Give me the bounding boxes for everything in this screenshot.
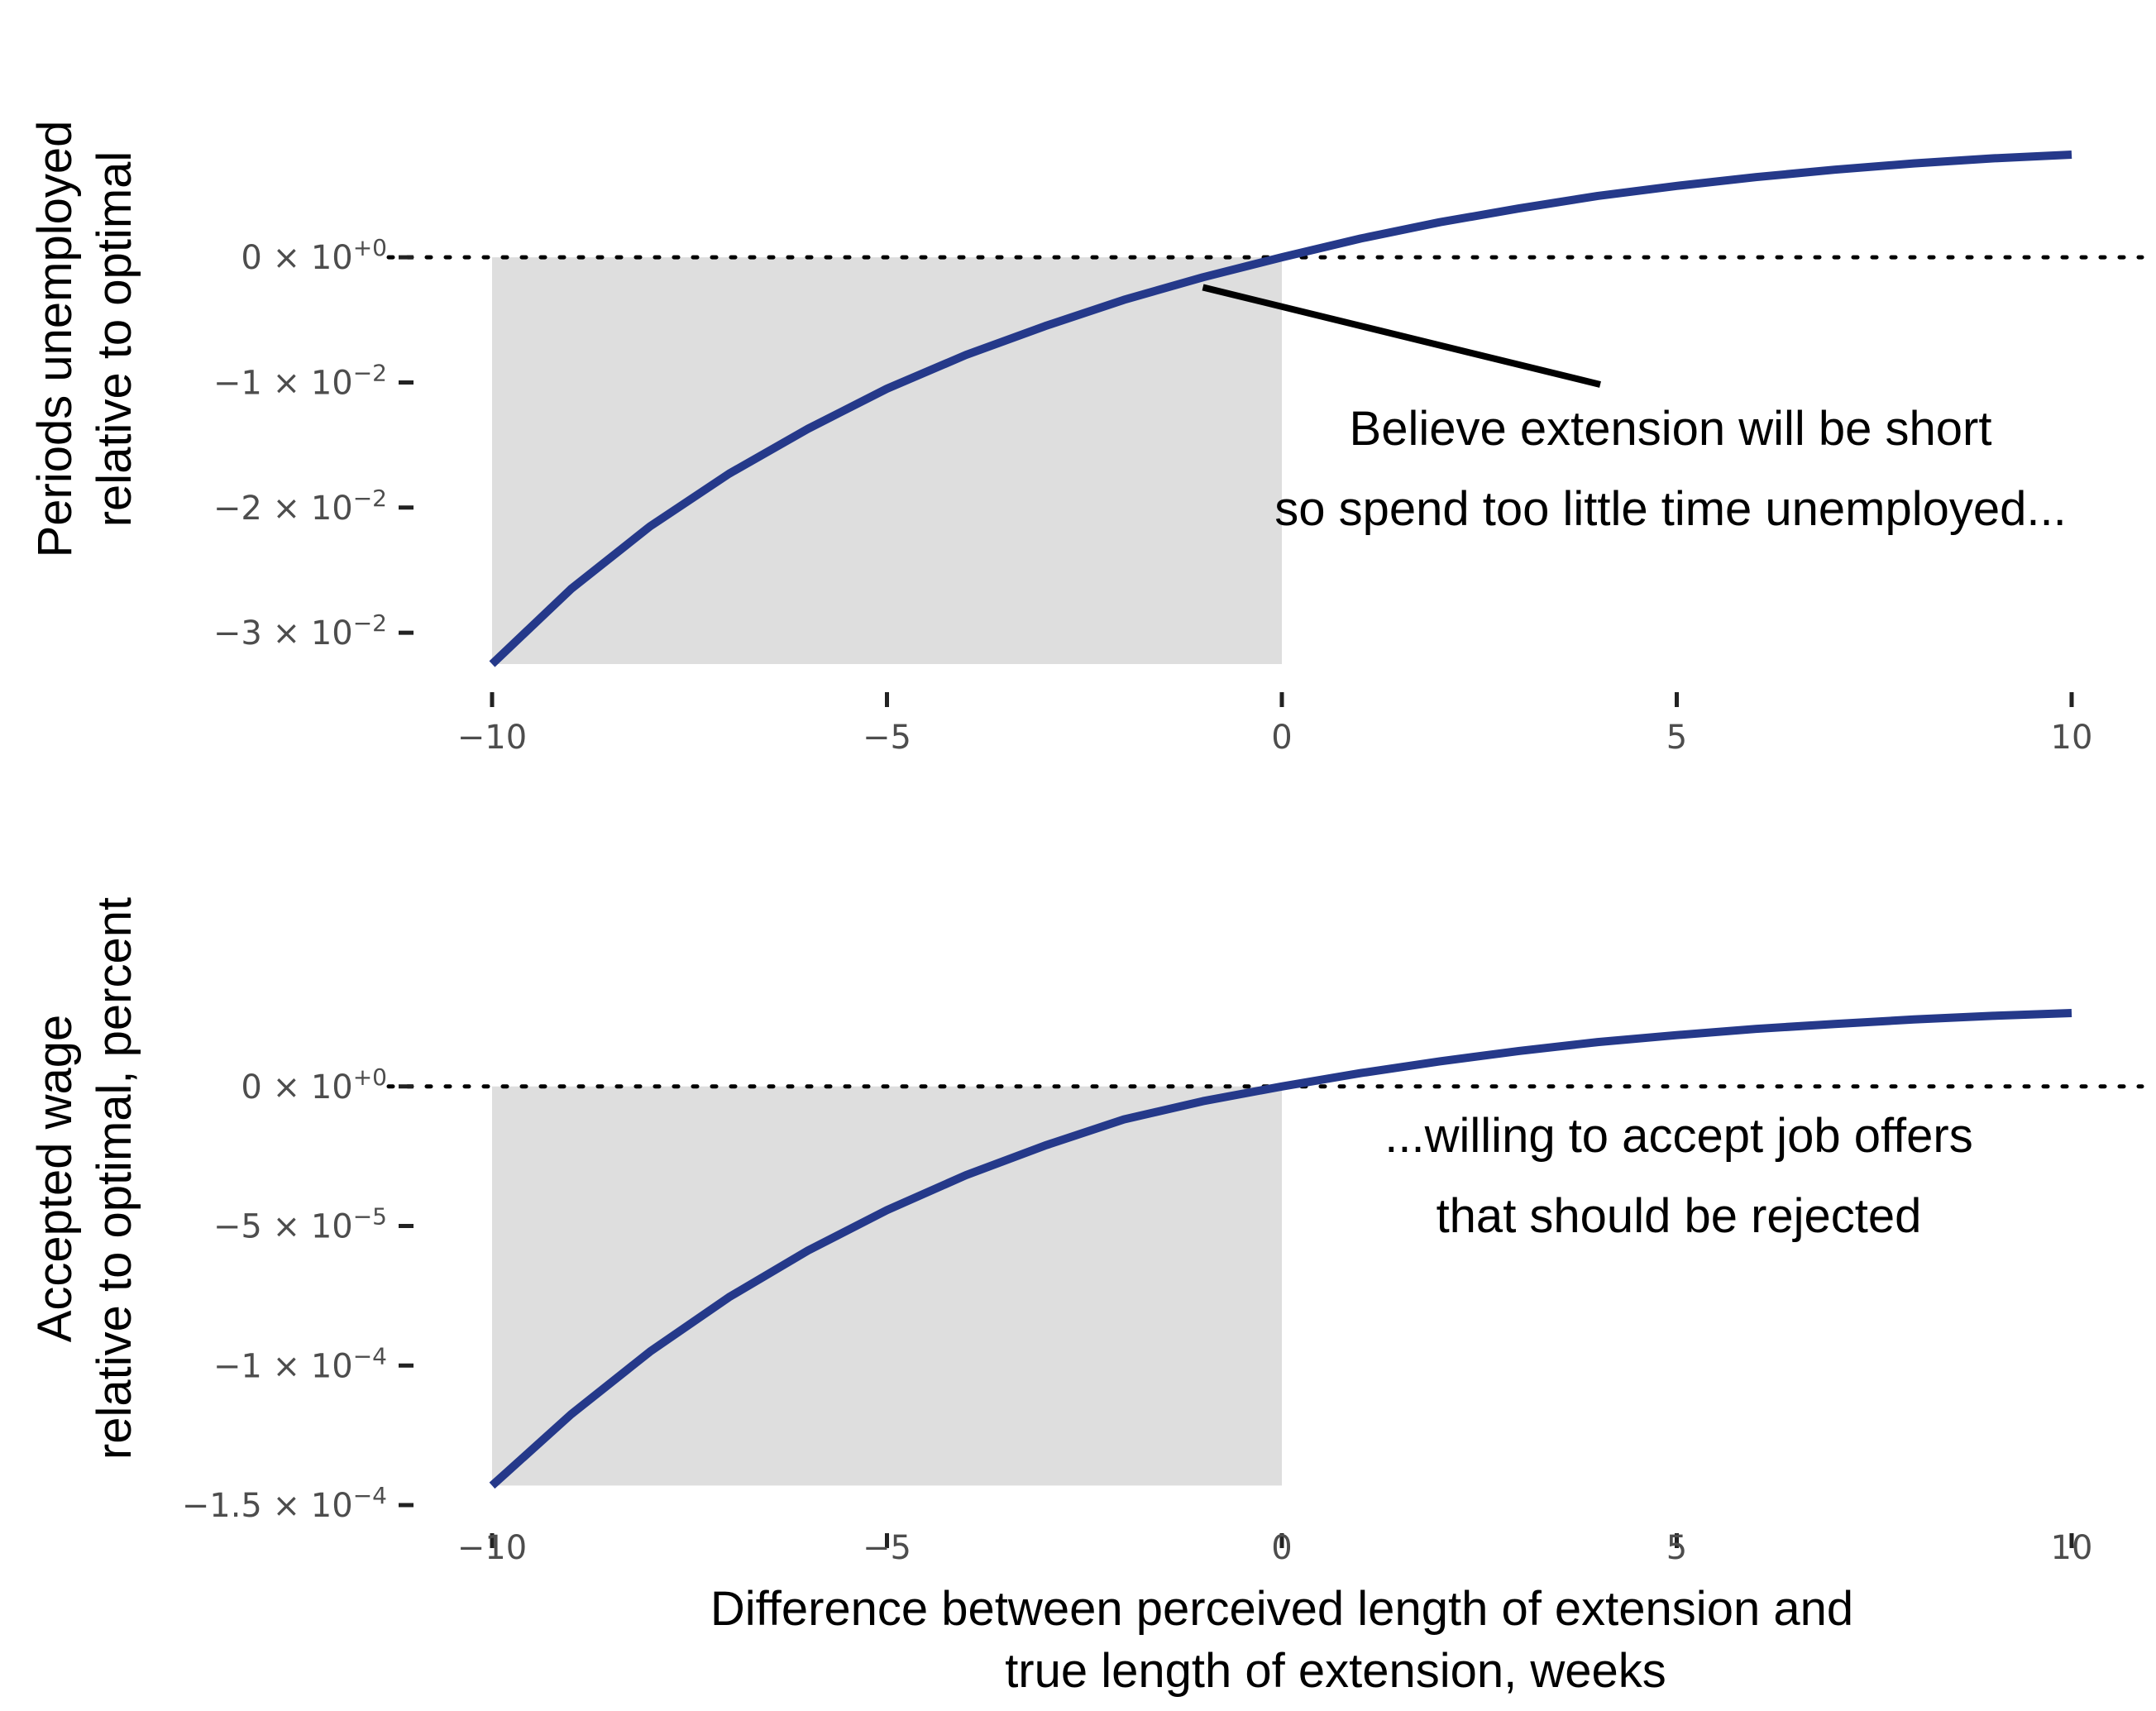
- top-x-tick-label: 5: [1666, 719, 1687, 757]
- bottom-x-tick-label: 10: [2051, 1529, 2093, 1567]
- bottom-y-axis-label-line-2: relative to optimal, percent: [88, 897, 141, 1460]
- bottom-x-tick-label: 0: [1271, 1529, 1292, 1567]
- bottom-x-tick-label: 5: [1666, 1529, 1687, 1567]
- x-axis-label-line-2: true length of extension, weeks: [1005, 1644, 1666, 1698]
- top-y-tick-label: −3 × 10−2: [213, 609, 387, 652]
- bottom-chart-panel: Accepted wage relative to optimal, perce…: [28, 897, 2144, 1698]
- bottom-y-tick-label: 0 × 10+0: [241, 1063, 387, 1106]
- top-x-tick-label: 0: [1271, 719, 1292, 757]
- top-y-tick-label: −2 × 10−2: [213, 485, 387, 528]
- top-annotation-line-1: Believe extension will be short: [1350, 402, 1992, 456]
- bottom-y-tick-label: −5 × 10−5: [213, 1203, 387, 1246]
- bottom-annotation-line-1: ...willing to accept job offers: [1384, 1109, 1972, 1163]
- top-y-tick-label: −1 × 10−2: [213, 359, 387, 402]
- bottom-annotation-line-2: that should be rejected: [1437, 1189, 1922, 1243]
- top-y-tick-label: 0 × 10+0: [241, 234, 387, 277]
- top-annotation-pointer-line: [1202, 284, 1601, 388]
- top-x-tick-label: −5: [863, 719, 911, 757]
- top-chart-panel: Periods unemployed relative to optimal B…: [28, 121, 2144, 757]
- top-y-axis-label-line-1: Periods unemployed: [28, 121, 82, 558]
- bottom-series-line: [489, 1009, 2072, 1489]
- bottom-y-tick-label: −1.5 × 10−4: [182, 1482, 387, 1525]
- top-x-tick-label: −10: [457, 719, 527, 757]
- bottom-x-tick-label: −10: [457, 1529, 527, 1567]
- bottom-y-axis-label-line-1: Accepted wage: [28, 1015, 82, 1343]
- top-y-axis-label-line-2: relative to optimal: [88, 151, 141, 528]
- top-series-line: [489, 151, 2072, 667]
- bottom-shaded-region: [492, 1086, 1282, 1486]
- top-shaded-region: [492, 257, 1282, 664]
- bottom-y-tick-label: −1 × 10−4: [213, 1342, 387, 1385]
- top-x-tick-label: 10: [2051, 719, 2093, 757]
- top-annotation-line-2: so spend too little time unemployed...: [1274, 482, 2067, 536]
- bottom-x-tick-label: −5: [863, 1529, 911, 1567]
- x-axis-label-line-1: Difference between perceived length of e…: [710, 1582, 1853, 1636]
